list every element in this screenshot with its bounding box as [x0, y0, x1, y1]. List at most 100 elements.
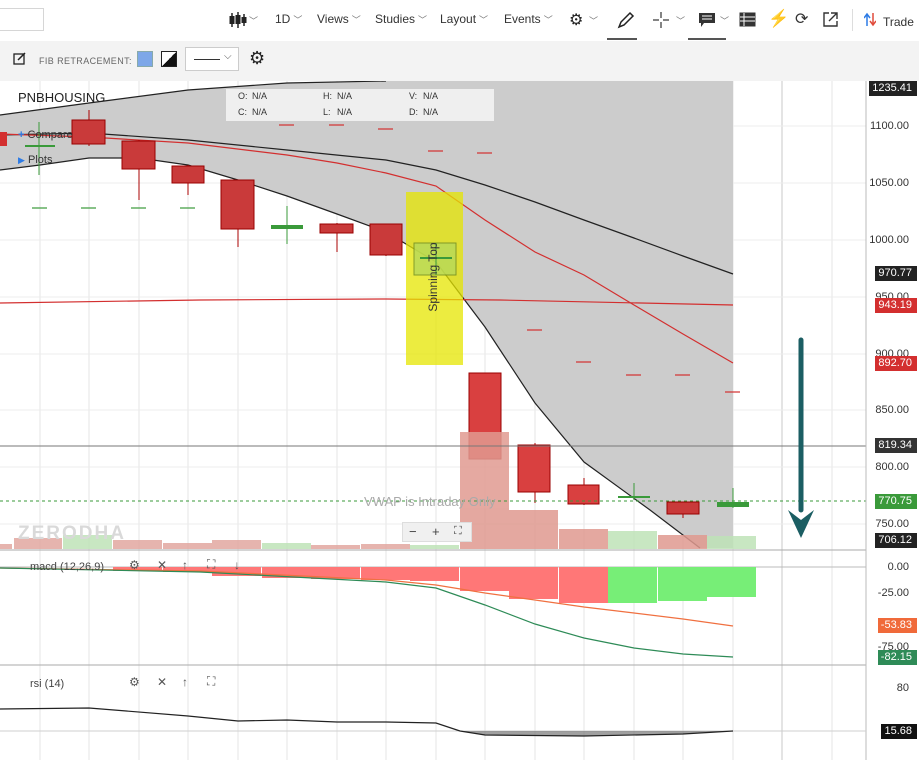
refresh-icon[interactable]: ⟳	[795, 11, 809, 28]
table-icon[interactable]	[739, 12, 756, 32]
chevron-down-icon: ﹀	[589, 16, 599, 26]
rsi-settings-gear-icon[interactable]: ⚙	[129, 675, 140, 689]
fill-color-swatch[interactable]	[137, 51, 153, 67]
price-axis-tick: 1050.00	[869, 177, 909, 189]
macd-move-down-icon[interactable]: ↓	[234, 558, 240, 572]
compare-label: Compare	[27, 129, 73, 141]
price-axis-tick: 850.00	[875, 404, 909, 416]
toolbar-divider	[852, 9, 853, 31]
macd-axis-tick: -25.00	[877, 587, 909, 599]
plots-toggle[interactable]: ▶ Plots	[18, 154, 52, 166]
crosshair-icon[interactable]	[652, 11, 670, 34]
high-label: H:	[323, 91, 332, 101]
chevron-down-icon: ﹀	[351, 15, 361, 25]
symbol-search-input[interactable]	[0, 8, 44, 31]
macd-line	[0, 567, 734, 658]
chevron-down-icon: ⌵	[224, 51, 232, 62]
macd-move-up-icon[interactable]: ↑	[182, 558, 188, 572]
line-color-swatch[interactable]	[161, 51, 177, 67]
annotation-wrapper: Spinning Top	[416, 195, 450, 360]
rsi-line	[0, 707, 734, 737]
macd-label: macd (12,26,9)	[30, 561, 104, 573]
chevron-down-icon: ﹀	[479, 15, 489, 25]
price-chart[interactable]	[0, 81, 919, 760]
spinning-top-annotation: Spinning Top	[426, 242, 440, 312]
plots-label: Plots	[27, 154, 53, 166]
volume-value: N/A	[423, 91, 439, 101]
draw-active-indicator	[607, 38, 637, 40]
zoom-fit-button[interactable]: ⛶	[454, 525, 462, 537]
macd-settings-gear-icon[interactable]: ⚙	[129, 558, 140, 572]
macd-histogram	[113, 567, 756, 603]
high-value: N/A	[337, 91, 353, 101]
plus-icon: +	[18, 129, 25, 141]
settings-gear-icon[interactable]: ⚙	[569, 12, 584, 29]
studies-label: Studies	[375, 12, 416, 26]
rsi-label: rsi (14)	[30, 678, 65, 690]
low-label: L:	[323, 107, 331, 117]
compare-button[interactable]: + Compare	[18, 129, 73, 141]
date-label: D:	[409, 107, 418, 117]
macd-signal-tag: -53.83	[877, 618, 917, 633]
chevron-down-icon: ﹀	[543, 15, 553, 25]
symbol-title: PNBHOUSING	[18, 90, 106, 105]
chevron-down-icon: ﹀	[293, 15, 303, 25]
open-value: N/A	[252, 91, 268, 101]
layout-menu[interactable]: Layout ﹀	[440, 12, 488, 26]
price-axis-tick: 1000.00	[869, 234, 909, 246]
popout-icon[interactable]	[822, 11, 839, 33]
zoom-out-button[interactable]: −	[409, 524, 417, 539]
close-label: C:	[238, 107, 247, 117]
volume-label: V:	[409, 91, 418, 101]
price-tag-high: 1235.41	[869, 81, 917, 96]
draw-pencil-icon[interactable]	[617, 11, 635, 34]
drawing-tool-bar: FIB RETRACEMENT: ⌵ ⚙	[0, 41, 919, 82]
trade-arrows-icon	[863, 12, 877, 32]
play-icon: ▶	[18, 155, 25, 165]
zoom-in-button[interactable]: +	[432, 524, 440, 539]
interval-menu[interactable]: 1D ﹀	[275, 12, 302, 26]
edit-square-icon[interactable]	[13, 52, 26, 70]
watermark: ZERODHA	[18, 523, 126, 544]
black-moving-average	[0, 132, 734, 275]
bollinger-lower-line	[0, 157, 701, 549]
price-tag-red-ma: 892.70	[875, 356, 917, 371]
rsi-maximize-icon[interactable]: ⛶	[207, 674, 216, 688]
red-moving-average	[0, 133, 734, 364]
close-value: N/A	[252, 107, 268, 117]
events-label: Events	[504, 12, 541, 26]
macd-line-tag: -82.15	[877, 650, 917, 665]
rsi-value-tag: 15.68	[881, 724, 917, 739]
down-arrow-annotation	[788, 337, 814, 538]
events-menu[interactable]: Events ﹀	[504, 12, 553, 26]
zoom-controls: − + ⛶	[402, 522, 472, 542]
price-tag-lower-band: 706.12	[875, 533, 917, 548]
trade-button[interactable]: Trade	[883, 15, 914, 29]
price-tag-long-ma: 943.19	[875, 298, 917, 313]
low-value: N/A	[337, 107, 353, 117]
macd-signal-line	[0, 567, 734, 627]
rsi-close-icon[interactable]: ✕	[157, 675, 168, 689]
rsi-oversold-fill	[460, 731, 733, 736]
fib-settings-gear-icon[interactable]: ⚙	[249, 48, 266, 68]
price-axis-tick: 1100.00	[870, 120, 909, 132]
bollinger-upper-line	[0, 81, 387, 116]
price-axis-tick: 800.00	[875, 461, 909, 473]
line-style-select[interactable]: ⌵	[185, 47, 239, 71]
price-tag-last: 770.75	[875, 494, 917, 509]
candlestick-icon[interactable]	[228, 11, 248, 34]
chevron-down-icon: ﹀	[249, 16, 259, 26]
macd-axis-tick: 0.00	[887, 561, 909, 573]
macd-close-icon[interactable]: ✕	[157, 558, 168, 572]
spinning-top-highlight	[406, 192, 463, 365]
macd-maximize-icon[interactable]: ⛶	[207, 557, 216, 571]
comment-icon[interactable]	[698, 12, 716, 33]
red-dash-markers	[279, 124, 740, 393]
layout-label: Layout	[440, 12, 477, 26]
rsi-move-up-icon[interactable]: ↑	[182, 675, 188, 689]
price-axis-tick: 750.00	[875, 518, 909, 530]
lightning-icon[interactable]: ⚡	[768, 9, 790, 28]
fib-retracement-label: FIB RETRACEMENT:	[39, 56, 132, 66]
views-menu[interactable]: Views ﹀	[317, 12, 361, 26]
studies-menu[interactable]: Studies ﹀	[375, 12, 427, 26]
